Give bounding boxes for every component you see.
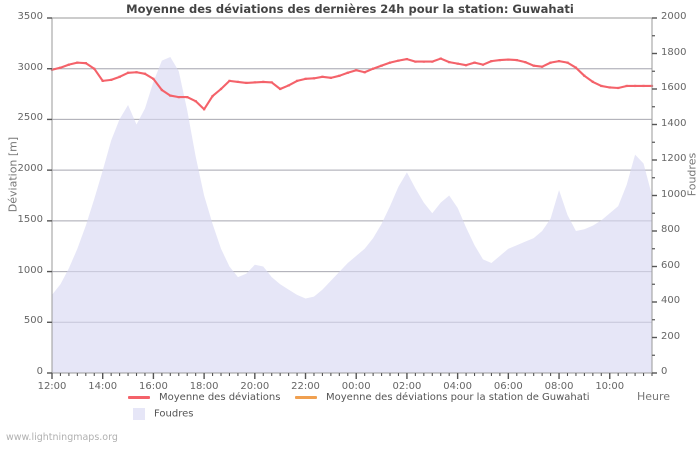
site-watermark: www.lightningmaps.org <box>6 432 118 443</box>
x-tick-1000: 10:00 <box>595 381 625 392</box>
y-tick-1500: 1500 <box>17 213 43 225</box>
y2-tick-600: 600 <box>661 259 681 271</box>
legend-swatch-line-orange <box>295 396 317 399</box>
x-tick-0600: 06:00 <box>493 381 523 392</box>
y-tick-1000: 1000 <box>17 264 43 276</box>
x-tick-1600: 16:00 <box>138 381 168 392</box>
x-tick-0000: 00:00 <box>341 381 371 392</box>
legend-item-deviation-mean[interactable]: Moyenne des déviations <box>128 392 280 404</box>
y-tick-0: 0 <box>36 366 43 377</box>
x-tick-0800: 08:00 <box>544 381 574 392</box>
legend-swatch-line-red <box>128 396 150 399</box>
legend-label: Foudres <box>154 408 194 420</box>
legend-label: Moyenne des déviations pour la station d… <box>326 392 590 403</box>
legend-label: Moyenne des déviations <box>159 392 281 403</box>
y2-tick-1000: 1000 <box>661 188 687 200</box>
legend-swatch-box-lavender <box>133 408 145 420</box>
x-tick-0200: 02:00 <box>392 381 422 392</box>
y2-tick-2000: 2000 <box>661 11 687 22</box>
legend-item-station-deviation-mean[interactable]: Moyenne des déviations pour la station d… <box>295 392 590 404</box>
y-tick-500: 500 <box>23 315 43 327</box>
legend-item-lightning[interactable]: Foudres <box>128 408 193 420</box>
y2-tick-1800: 1800 <box>661 46 687 58</box>
y2-tick-800: 800 <box>661 224 681 235</box>
y2-tick-200: 200 <box>661 330 681 342</box>
y2-tick-1400: 1400 <box>661 117 687 129</box>
y-tick-3000: 3000 <box>17 61 43 73</box>
x-axis-title: Heure <box>636 390 670 403</box>
x-tick-0400: 04:00 <box>443 381 473 392</box>
x-tick-1200: 12:00 <box>37 381 67 392</box>
y2-tick-400: 400 <box>661 295 681 306</box>
y-tick-2000: 2000 <box>17 163 43 175</box>
x-tick-2200: 22:00 <box>291 381 320 392</box>
y-tick-3500: 3500 <box>17 11 43 22</box>
y2-tick-0: 0 <box>661 366 668 377</box>
x-tick-1400: 14:00 <box>88 381 118 392</box>
chart-title: Moyenne des déviations des dernières 24h… <box>126 2 574 16</box>
y2-tick-1600: 1600 <box>661 82 687 93</box>
y-tick-2500: 2500 <box>17 112 43 124</box>
x-tick-1800: 18:00 <box>189 381 219 392</box>
x-tick-2000: 20:00 <box>240 381 270 392</box>
y2-tick-1200: 1200 <box>661 153 687 164</box>
